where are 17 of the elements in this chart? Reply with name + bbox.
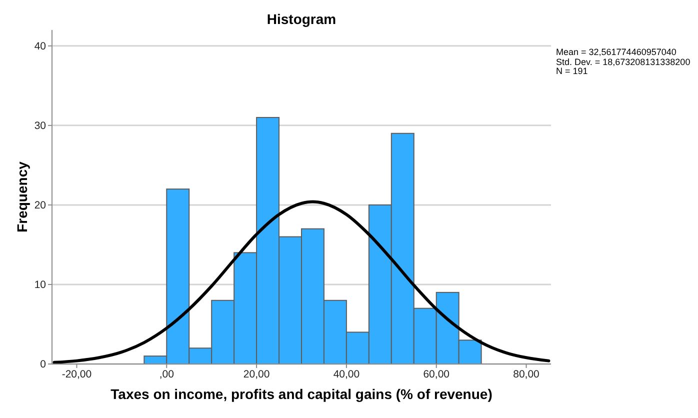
text: Std. Dev. = 18,673208131338200 (556, 56, 690, 67)
y-tick-label: 10 (34, 279, 46, 292)
text: N = 191 (556, 66, 589, 76)
y-tick-label: 0 (40, 358, 46, 371)
y-tick-label: 20 (34, 200, 46, 212)
x-tick-label: 40,00 (333, 368, 360, 380)
y-axis-title: Frequency (14, 161, 30, 232)
x-tick-label: 60,00 (423, 368, 450, 380)
x-tick-label: ,00 (159, 368, 174, 380)
x-tick-label: -20,00 (62, 368, 92, 380)
x-axis-title: Taxes on income, profits and capital gains (% of revenue) (110, 386, 492, 402)
x-tick-label: 20,00 (243, 368, 270, 380)
x-tick-label: 80,00 (513, 368, 540, 380)
chart-title: Histogram (266, 11, 338, 27)
y-tick-label: 40 (34, 40, 46, 53)
text: Mean = 32,561774460957040 (556, 47, 678, 58)
y-tick-label: 30 (34, 120, 46, 132)
